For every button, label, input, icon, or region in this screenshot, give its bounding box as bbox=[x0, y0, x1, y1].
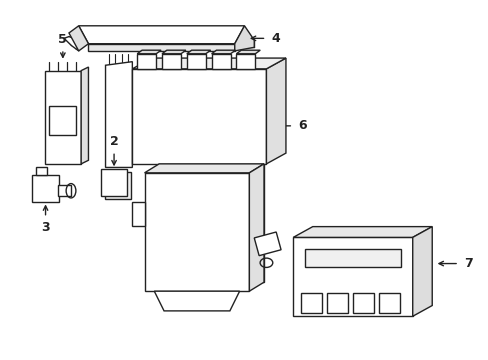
Polygon shape bbox=[137, 50, 161, 54]
Polygon shape bbox=[137, 54, 156, 69]
Polygon shape bbox=[88, 44, 234, 51]
Polygon shape bbox=[236, 50, 260, 54]
Polygon shape bbox=[412, 226, 431, 316]
Polygon shape bbox=[352, 293, 373, 313]
Polygon shape bbox=[49, 107, 76, 135]
Polygon shape bbox=[81, 67, 88, 164]
Polygon shape bbox=[211, 50, 235, 54]
Text: 1: 1 bbox=[192, 127, 201, 140]
Polygon shape bbox=[254, 232, 281, 256]
Polygon shape bbox=[300, 293, 321, 313]
Polygon shape bbox=[236, 54, 255, 69]
Polygon shape bbox=[326, 293, 347, 313]
Polygon shape bbox=[162, 50, 185, 54]
Polygon shape bbox=[249, 164, 264, 291]
Polygon shape bbox=[162, 54, 181, 69]
Polygon shape bbox=[144, 164, 264, 173]
Polygon shape bbox=[293, 226, 431, 237]
Polygon shape bbox=[159, 164, 264, 282]
Polygon shape bbox=[44, 71, 81, 164]
Polygon shape bbox=[132, 202, 144, 226]
Polygon shape bbox=[234, 26, 254, 51]
Text: 6: 6 bbox=[298, 120, 306, 132]
Polygon shape bbox=[378, 293, 400, 313]
Polygon shape bbox=[104, 172, 131, 199]
Polygon shape bbox=[105, 62, 132, 167]
Polygon shape bbox=[58, 185, 71, 196]
Polygon shape bbox=[79, 26, 244, 44]
Polygon shape bbox=[101, 169, 127, 196]
Text: 3: 3 bbox=[41, 221, 50, 234]
Polygon shape bbox=[69, 26, 88, 51]
Polygon shape bbox=[186, 54, 205, 69]
Polygon shape bbox=[132, 69, 266, 164]
Text: 7: 7 bbox=[463, 257, 472, 270]
Polygon shape bbox=[266, 58, 285, 164]
Polygon shape bbox=[132, 58, 285, 69]
Polygon shape bbox=[154, 291, 239, 311]
Text: 5: 5 bbox=[59, 32, 67, 45]
Text: 2: 2 bbox=[109, 135, 118, 148]
Polygon shape bbox=[305, 249, 400, 267]
Polygon shape bbox=[293, 237, 412, 316]
Polygon shape bbox=[186, 50, 210, 54]
Polygon shape bbox=[36, 167, 47, 175]
Polygon shape bbox=[144, 173, 249, 291]
Text: 4: 4 bbox=[271, 32, 280, 45]
Polygon shape bbox=[211, 54, 230, 69]
Polygon shape bbox=[32, 175, 59, 202]
